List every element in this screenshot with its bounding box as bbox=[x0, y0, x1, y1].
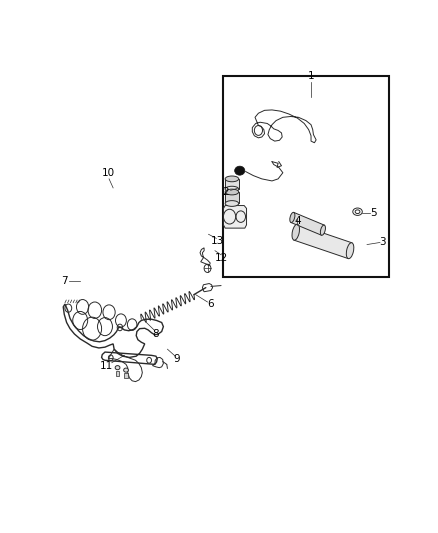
Ellipse shape bbox=[225, 189, 239, 195]
Ellipse shape bbox=[346, 243, 354, 259]
Ellipse shape bbox=[115, 366, 120, 370]
Text: 12: 12 bbox=[215, 253, 228, 263]
Ellipse shape bbox=[225, 200, 239, 206]
Text: 10: 10 bbox=[102, 168, 115, 177]
Ellipse shape bbox=[235, 166, 245, 175]
Ellipse shape bbox=[225, 186, 239, 192]
Text: 1: 1 bbox=[308, 71, 314, 81]
Polygon shape bbox=[291, 213, 325, 235]
Text: 13: 13 bbox=[210, 236, 224, 246]
Polygon shape bbox=[116, 370, 119, 376]
Text: 7: 7 bbox=[61, 276, 67, 286]
Text: 6: 6 bbox=[208, 299, 214, 309]
Text: 2: 2 bbox=[222, 187, 229, 197]
Bar bbox=[223, 76, 389, 277]
Text: 8: 8 bbox=[152, 329, 159, 339]
Polygon shape bbox=[294, 224, 352, 259]
Polygon shape bbox=[225, 192, 239, 204]
Ellipse shape bbox=[290, 212, 295, 223]
Polygon shape bbox=[225, 179, 239, 189]
Text: 4: 4 bbox=[294, 216, 301, 226]
Ellipse shape bbox=[225, 176, 239, 182]
Ellipse shape bbox=[292, 224, 300, 240]
Text: 3: 3 bbox=[379, 238, 385, 247]
Text: 11: 11 bbox=[100, 361, 113, 370]
Text: 9: 9 bbox=[173, 354, 180, 365]
Text: 5: 5 bbox=[370, 207, 377, 217]
Ellipse shape bbox=[320, 225, 325, 235]
Polygon shape bbox=[223, 206, 247, 228]
Ellipse shape bbox=[124, 368, 128, 372]
Polygon shape bbox=[124, 373, 128, 378]
